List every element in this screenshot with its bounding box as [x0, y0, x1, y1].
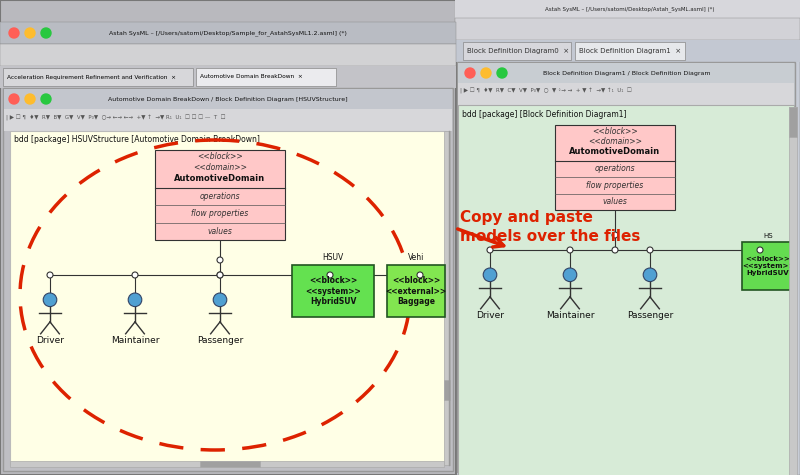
Bar	[4, 89, 452, 109]
Bar	[200, 461, 260, 467]
Text: <<block>>
<<system>>
HybridSUV: <<block>> <<system>> HybridSUV	[742, 256, 794, 276]
Text: Acceleration Requirement Refinement and Verification  ×: Acceleration Requirement Refinement and …	[7, 75, 176, 79]
Circle shape	[132, 272, 138, 278]
Text: Driver: Driver	[36, 335, 64, 344]
Bar	[742, 242, 795, 290]
Text: Automotive Domain BreakDown / Block Definition Diagram [HSUVStructure]: Automotive Domain BreakDown / Block Defi…	[108, 96, 348, 102]
Circle shape	[217, 272, 223, 278]
Text: bdd [package] [Block Definition Diagram1]: bdd [package] [Block Definition Diagram1…	[462, 110, 626, 119]
Circle shape	[757, 247, 763, 253]
Text: bdd [package] HSUVStructure [Automotive Domain BreakDown]: bdd [package] HSUVStructure [Automotive …	[14, 135, 260, 144]
Text: Vehi: Vehi	[408, 253, 424, 262]
Text: operations: operations	[200, 192, 240, 201]
Bar	[458, 63, 794, 83]
Text: Block Definition Diagram1  ×: Block Definition Diagram1 ×	[579, 48, 681, 54]
Text: Maintainer: Maintainer	[110, 335, 159, 344]
Bar	[575, 42, 685, 60]
Circle shape	[612, 247, 618, 253]
Bar	[0, 0, 456, 475]
Text: AutomotiveDomain: AutomotiveDomain	[174, 174, 266, 183]
Bar	[455, 0, 800, 475]
Bar	[10, 131, 446, 465]
Text: <<block>>: <<block>>	[197, 152, 243, 162]
Text: <<block>>
<<system>>
HybridSUV: <<block>> <<system>> HybridSUV	[305, 276, 361, 306]
Circle shape	[9, 28, 19, 38]
Circle shape	[128, 293, 142, 306]
Bar	[0, 66, 456, 88]
Text: | ▶ ☐ ¶  ♦▼  R▼  B▼  G▼  V▼  P₀▼  ○→ ←→ ←→  +▼ ↑  →▼ R₁  U₁  ☐ ☐ ☐ —  T  ☐: | ▶ ☐ ¶ ♦▼ R▼ B▼ G▼ V▼ P₀▼ ○→ ←→ ←→ +▼ ↑…	[6, 115, 226, 121]
Circle shape	[41, 28, 51, 38]
Text: AutomotiveDomain: AutomotiveDomain	[570, 147, 661, 156]
Bar	[458, 105, 794, 475]
Text: values: values	[207, 227, 233, 236]
Circle shape	[41, 94, 51, 104]
Text: Maintainer: Maintainer	[546, 311, 594, 320]
Bar	[10, 461, 444, 467]
Text: Astah SysML – [/Users/satomi/Desktop/Astah_SysML.asml] (*): Astah SysML – [/Users/satomi/Desktop/Ast…	[546, 6, 714, 12]
Bar	[444, 380, 450, 400]
Bar	[292, 265, 374, 317]
Text: <<domain>>: <<domain>>	[193, 162, 247, 171]
Text: values: values	[602, 197, 627, 206]
Circle shape	[497, 68, 507, 78]
Text: Passenger: Passenger	[627, 311, 673, 320]
Bar	[463, 42, 571, 60]
Bar	[4, 109, 452, 131]
Text: HSUV: HSUV	[322, 253, 344, 262]
Circle shape	[25, 28, 35, 38]
Text: flow properties: flow properties	[586, 181, 644, 190]
Circle shape	[612, 232, 618, 238]
Text: <<block>>
<<external>>
Baggage: <<block>> <<external>> Baggage	[386, 276, 446, 306]
Text: Astah SysML – [/Users/satomi/Desktop/Sample_for_AstahSysML1.2.asml] (*): Astah SysML – [/Users/satomi/Desktop/Sam…	[109, 30, 347, 36]
Circle shape	[213, 293, 227, 306]
Text: <<domain>>: <<domain>>	[588, 137, 642, 145]
Text: Copy and paste
models over the files: Copy and paste models over the files	[460, 210, 640, 244]
Circle shape	[483, 268, 497, 282]
Text: flow properties: flow properties	[191, 209, 249, 218]
Circle shape	[217, 257, 223, 263]
Bar	[457, 62, 795, 472]
Text: Block Definition Diagram1 / Block Definition Diagram: Block Definition Diagram1 / Block Defini…	[543, 70, 710, 76]
Circle shape	[217, 272, 223, 278]
Bar	[455, 40, 800, 62]
Text: HS: HS	[763, 233, 773, 239]
Circle shape	[567, 247, 573, 253]
Text: | ▶ ☐ ¶  ♦▼  R▼  C▼  V▼  P₀▼  ○  ▼ ◦→ →  + ▼ ↑  →▼ ↑₁  U₁  ☐: | ▶ ☐ ¶ ♦▼ R▼ C▼ V▼ P₀▼ ○ ▼ ◦→ → + ▼ ↑ →…	[460, 88, 632, 94]
Circle shape	[43, 293, 57, 306]
Bar	[444, 131, 450, 465]
Bar	[3, 68, 193, 86]
Bar	[387, 265, 445, 317]
Circle shape	[465, 68, 475, 78]
Bar	[789, 107, 797, 475]
Bar	[196, 68, 336, 86]
Bar	[3, 88, 453, 471]
Circle shape	[47, 272, 53, 278]
Circle shape	[481, 68, 491, 78]
Circle shape	[643, 268, 657, 282]
Circle shape	[647, 247, 653, 253]
Bar	[789, 107, 797, 137]
Bar	[555, 125, 675, 210]
Text: <<block>>: <<block>>	[592, 127, 638, 136]
Text: Automotive Domain BreakDown  ×: Automotive Domain BreakDown ×	[200, 75, 302, 79]
Bar	[0, 44, 456, 66]
Bar	[455, 18, 800, 40]
Circle shape	[487, 247, 493, 253]
Bar	[455, 0, 800, 18]
Bar	[0, 22, 456, 44]
Bar	[460, 107, 788, 475]
Bar	[458, 83, 794, 105]
Circle shape	[417, 272, 423, 278]
Text: operations: operations	[594, 164, 635, 173]
Text: Block Definition Diagram0  ×: Block Definition Diagram0 ×	[467, 48, 569, 54]
Circle shape	[327, 272, 333, 278]
Bar	[155, 150, 285, 240]
Text: Passenger: Passenger	[197, 335, 243, 344]
Circle shape	[25, 94, 35, 104]
Text: Driver: Driver	[476, 311, 504, 320]
Circle shape	[9, 94, 19, 104]
Circle shape	[563, 268, 577, 282]
